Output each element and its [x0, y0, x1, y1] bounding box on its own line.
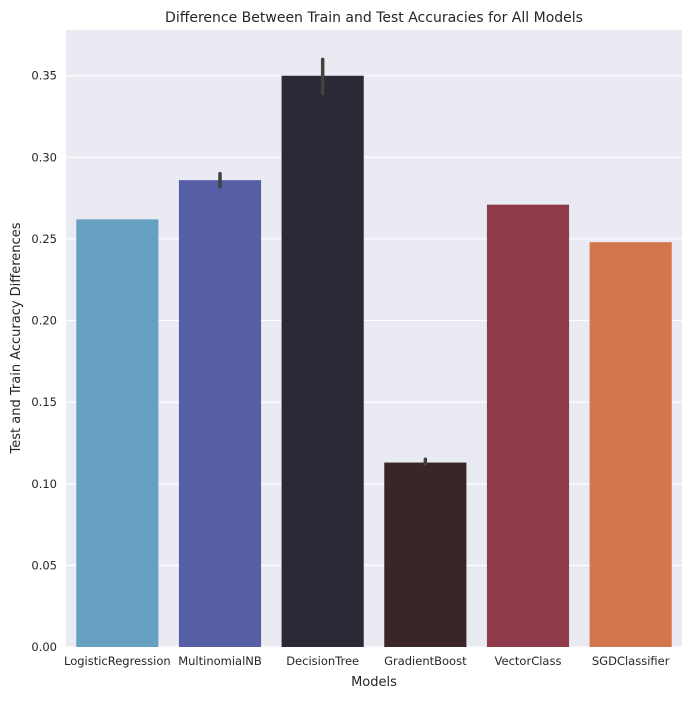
chart-title: Difference Between Train and Test Accura…	[165, 10, 583, 26]
y-tick-label: 0.30	[31, 150, 57, 164]
x-tick-label: DecisionTree	[286, 654, 359, 668]
x-tick-label: VectorClass	[495, 654, 562, 668]
x-tick-label: GradientBoost	[384, 654, 467, 668]
x-tick-label: SGDClassifier	[592, 654, 670, 668]
y-tick-labels: 0.00 0.05 0.10 0.15 0.20 0.25 0.30 0.35	[31, 69, 57, 654]
y-axis-label: Test and Train Accuracy Differences	[9, 222, 24, 454]
bar-sgdclassifier	[589, 242, 672, 647]
y-tick-label: 0.10	[31, 477, 57, 491]
bar-logisticregression	[76, 219, 159, 647]
y-tick-label: 0.05	[31, 558, 57, 572]
x-tick-label: MultinomialNB	[178, 654, 262, 668]
plot-area	[66, 30, 682, 647]
y-tick-label: 0.35	[31, 69, 57, 83]
x-tick-labels: LogisticRegression MultinomialNB DecisionT…	[64, 654, 670, 668]
y-tick-label: 0.25	[31, 232, 57, 246]
bar-vectorclass	[486, 204, 570, 647]
x-tick-label: LogisticRegression	[64, 654, 171, 668]
error-bars	[218, 57, 428, 466]
bars	[76, 75, 672, 647]
y-tick-label: 0.15	[31, 395, 57, 409]
bar-gradientboost	[384, 462, 467, 647]
x-axis-label: Models	[351, 675, 397, 690]
bar-decisiontree	[281, 75, 364, 647]
y-tick-label: 0.20	[31, 314, 57, 328]
y-tick-label: 0.00	[31, 640, 57, 654]
gridlines	[66, 75, 682, 648]
bar-multinomialnb	[178, 180, 262, 647]
